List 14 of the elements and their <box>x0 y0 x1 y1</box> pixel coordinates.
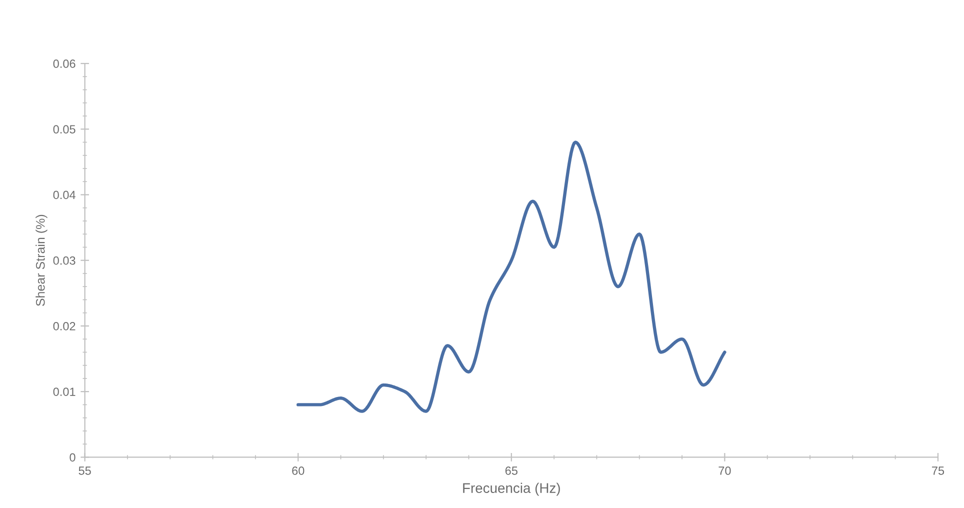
y-tick-label: 0.06 <box>53 60 76 68</box>
x-tick-label: 70 <box>718 466 731 475</box>
y-tick-label: 0.03 <box>53 256 76 265</box>
y-tick-label: 0.04 <box>53 190 76 200</box>
x-tick-label: 65 <box>505 466 518 475</box>
y-tick-label: 0.01 <box>53 388 76 396</box>
y-axis-title: Shear Strain (%) <box>36 214 48 306</box>
y-tick-label: 0.02 <box>53 322 76 330</box>
x-tick-label: 75 <box>932 466 944 475</box>
x-tick-label: 60 <box>292 466 304 475</box>
x-axis-title: Frecuencia (Hz) <box>463 482 560 496</box>
y-tick-label: 0 <box>70 453 76 462</box>
y-tick-label: 0.05 <box>53 125 76 134</box>
x-tick-label: 55 <box>78 466 91 475</box>
